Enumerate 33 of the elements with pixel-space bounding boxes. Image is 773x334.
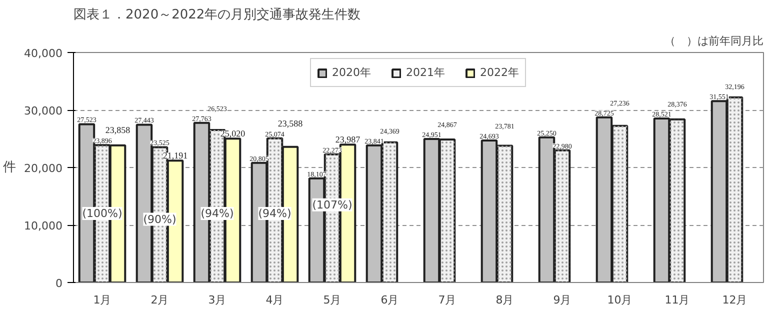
x-tick-label: 7月 (438, 294, 456, 306)
x-tick-label: 10月 (607, 294, 632, 306)
annotation: (94%) (258, 207, 292, 220)
annotation: (107%) (312, 198, 352, 212)
data-label: 21,191 (162, 150, 188, 161)
data-label: 23,987 (335, 134, 361, 144)
x-tick-label: 11月 (664, 294, 690, 306)
x-tick-label: 2月 (150, 294, 169, 306)
chart-title: 図表１．2020～2022年の月別交通事故発生件数 (74, 6, 361, 22)
annotation: (94%) (200, 207, 234, 220)
data-label: 23,588 (278, 118, 304, 128)
x-tick-label: 6月 (380, 294, 399, 306)
x-tick-label: 4月 (266, 294, 284, 306)
y-tick-label: 40,000 (24, 47, 63, 60)
legend-label: 2020年 (332, 65, 371, 80)
annotation: (100%) (82, 207, 122, 220)
x-tick-label: 8月 (496, 294, 514, 306)
y-axis-title: 件 (3, 160, 16, 175)
y-tick-label: 0 (56, 277, 62, 290)
y-tick-label: 20,000 (24, 162, 63, 175)
legend-label: 2021年 (406, 65, 445, 80)
chart-subtitle: （ ）は前年同月比 (664, 34, 764, 48)
y-tick-label: 10,000 (24, 220, 63, 232)
x-tick-label: 1月 (93, 294, 112, 306)
annotation: (90%) (143, 212, 176, 226)
x-tick-label: 5月 (323, 294, 342, 306)
x-tick-label: 12月 (722, 294, 748, 306)
y-tick-label: 30,000 (24, 104, 63, 118)
data-label: 23,858 (105, 125, 131, 136)
x-tick-label: 3月 (208, 294, 226, 306)
x-tick-label: 9月 (553, 294, 572, 306)
data-label: 25,020 (220, 128, 246, 139)
legend-label: 2022年 (480, 65, 519, 80)
